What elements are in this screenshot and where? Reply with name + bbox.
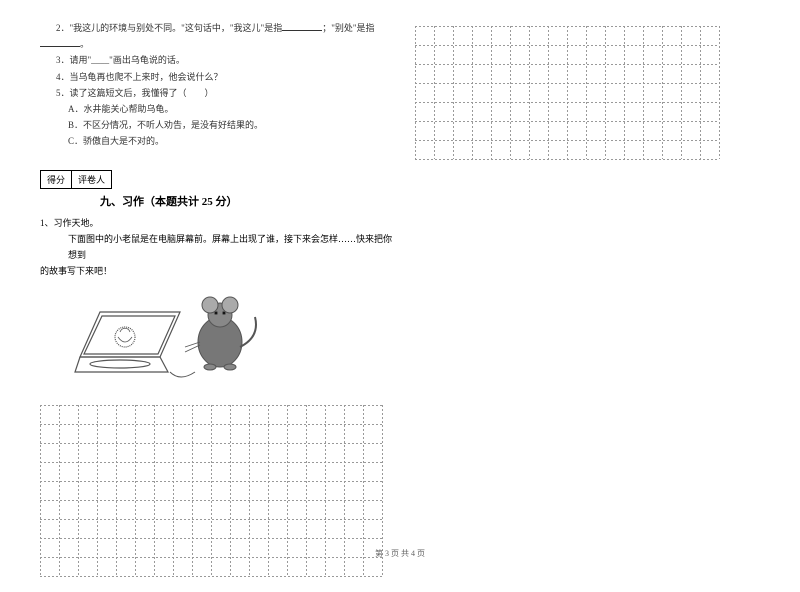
blank-fill[interactable]: [40, 37, 80, 47]
score-cell-grader: 评卷人: [72, 170, 112, 189]
essay-line2: 下面图中的小老鼠是在电脑屏幕前。屏幕上出现了谁，接下来会怎样……快来把你想到: [40, 231, 395, 263]
option-b: B．不区分情况，不听人劝告，是没有好结果的。: [40, 117, 395, 133]
q2-text-a: 2．"我这儿的环境与别处不同。"这句话中，"我这儿"是指: [56, 23, 282, 33]
laptop-icon: [75, 312, 180, 372]
option-a: A．水井能关心帮助乌龟。: [40, 101, 395, 117]
q2-text-b: ；"别处"是指: [322, 23, 374, 33]
blank-fill[interactable]: [282, 21, 322, 31]
q2-text-c: 。: [80, 39, 89, 49]
right-column: [415, 20, 770, 582]
writing-grid-right[interactable]: [415, 26, 770, 165]
question-2: 2．"我这儿的环境与别处不同。"这句话中，"我这儿"是指 ；"别处"是指: [40, 20, 395, 36]
mouse-character-icon: [185, 297, 256, 370]
score-cell-score: 得分: [40, 170, 72, 189]
illustration: [70, 287, 270, 397]
essay-line1: 1、习作天地。: [40, 215, 395, 231]
page-container: 2．"我这儿的环境与别处不同。"这句话中，"我这儿"是指 ；"别处"是指 。 3．…: [0, 0, 800, 592]
question-3: 3．请用"____"画出乌龟说的话。: [40, 52, 395, 68]
illustration-svg: [70, 287, 270, 397]
question-4: 4．当乌龟再也爬不上来时，他会说什么？: [40, 69, 395, 85]
cable-icon: [170, 372, 195, 377]
left-column: 2．"我这儿的环境与别处不同。"这句话中，"我这儿"是指 ；"别处"是指 。 3．…: [40, 20, 395, 582]
option-c: C．骄傲自大是不对的。: [40, 133, 395, 149]
section-title: 九、习作（本题共计 25 分）: [100, 193, 395, 209]
question-5: 5．读了这篇短文后，我懂得了（ ）: [40, 85, 395, 101]
grid-svg-right: [415, 26, 720, 160]
essay-prompt: 1、习作天地。 下面图中的小老鼠是在电脑屏幕前。屏幕上出现了谁，接下来会怎样………: [40, 215, 395, 280]
essay-line3: 的故事写下来吧！: [40, 263, 395, 279]
score-box: 得分 评卷人: [40, 170, 395, 189]
question-2-cont: 。: [40, 36, 395, 52]
page-footer: 第 3 页 共 4 页: [0, 548, 800, 559]
